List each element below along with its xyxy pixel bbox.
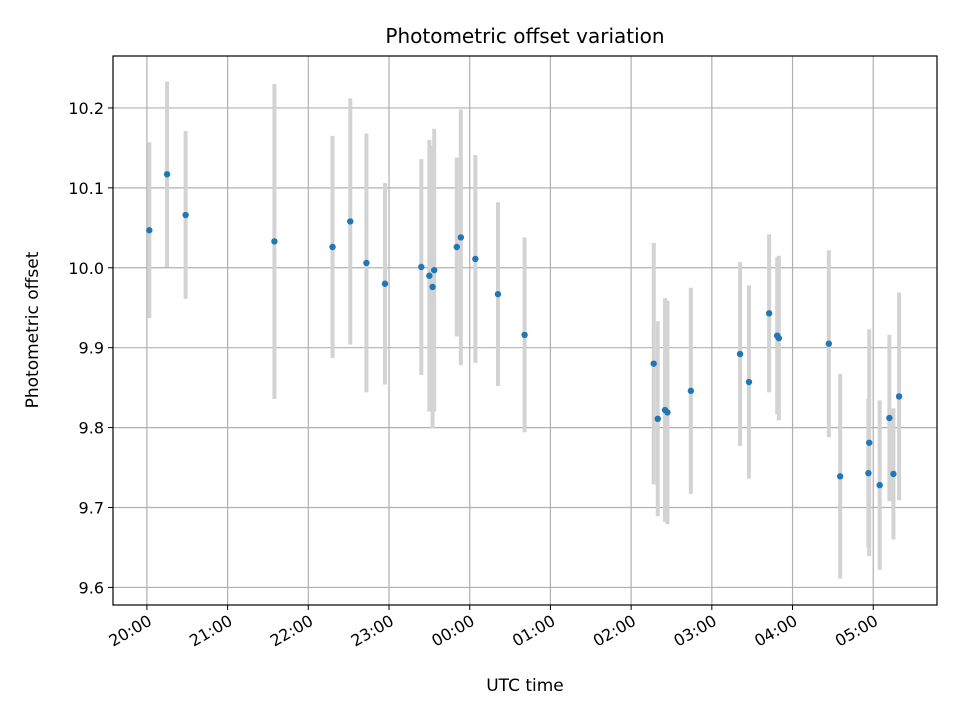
data-point bbox=[381, 280, 389, 287]
data-point bbox=[494, 290, 502, 298]
data-point bbox=[664, 409, 671, 416]
data-point bbox=[890, 470, 897, 478]
y-axis-label: Photometric offset bbox=[23, 251, 43, 408]
data-point bbox=[329, 243, 336, 251]
y-axis-ticks: 9.6 9.7 9.8 9.9 10.0 10.1 10.2 bbox=[68, 99, 113, 597]
y-tick-label: 9.6 bbox=[79, 578, 104, 597]
data-point bbox=[418, 263, 425, 271]
data-point bbox=[836, 473, 844, 480]
data-point bbox=[825, 340, 833, 347]
data-point bbox=[163, 171, 171, 178]
data-point bbox=[650, 360, 657, 367]
y-tick-label: 9.7 bbox=[79, 499, 104, 518]
y-tick-label: 10.1 bbox=[68, 179, 104, 198]
chart-title: Photometric offset variation bbox=[385, 24, 664, 48]
data-point bbox=[745, 378, 753, 386]
data-point bbox=[431, 266, 438, 274]
data-point bbox=[895, 393, 903, 400]
data-point bbox=[876, 481, 883, 489]
plot-frame bbox=[112, 55, 938, 606]
y-tick-label: 9.8 bbox=[79, 419, 104, 438]
data-point bbox=[429, 283, 436, 291]
data-point bbox=[472, 255, 479, 263]
data-point bbox=[765, 310, 773, 317]
data-point bbox=[453, 243, 461, 251]
data-point bbox=[775, 334, 783, 342]
data-points bbox=[146, 171, 903, 489]
data-point bbox=[363, 259, 370, 267]
y-tick-label: 10.2 bbox=[68, 99, 104, 118]
data-point bbox=[866, 439, 873, 446]
data-point bbox=[865, 469, 872, 477]
data-point bbox=[182, 211, 189, 219]
y-tick-label: 9.9 bbox=[79, 339, 104, 358]
y-tick-label: 10.0 bbox=[68, 259, 104, 278]
data-point bbox=[687, 387, 695, 395]
data-point bbox=[347, 218, 354, 225]
data-point bbox=[271, 238, 278, 245]
x-axis-label: UTC time bbox=[486, 676, 564, 696]
data-point bbox=[457, 234, 465, 241]
data-point bbox=[146, 227, 153, 234]
data-point bbox=[886, 414, 893, 422]
data-point bbox=[736, 350, 744, 358]
data-point bbox=[654, 415, 661, 423]
data-point bbox=[426, 272, 433, 279]
data-point bbox=[521, 331, 528, 339]
